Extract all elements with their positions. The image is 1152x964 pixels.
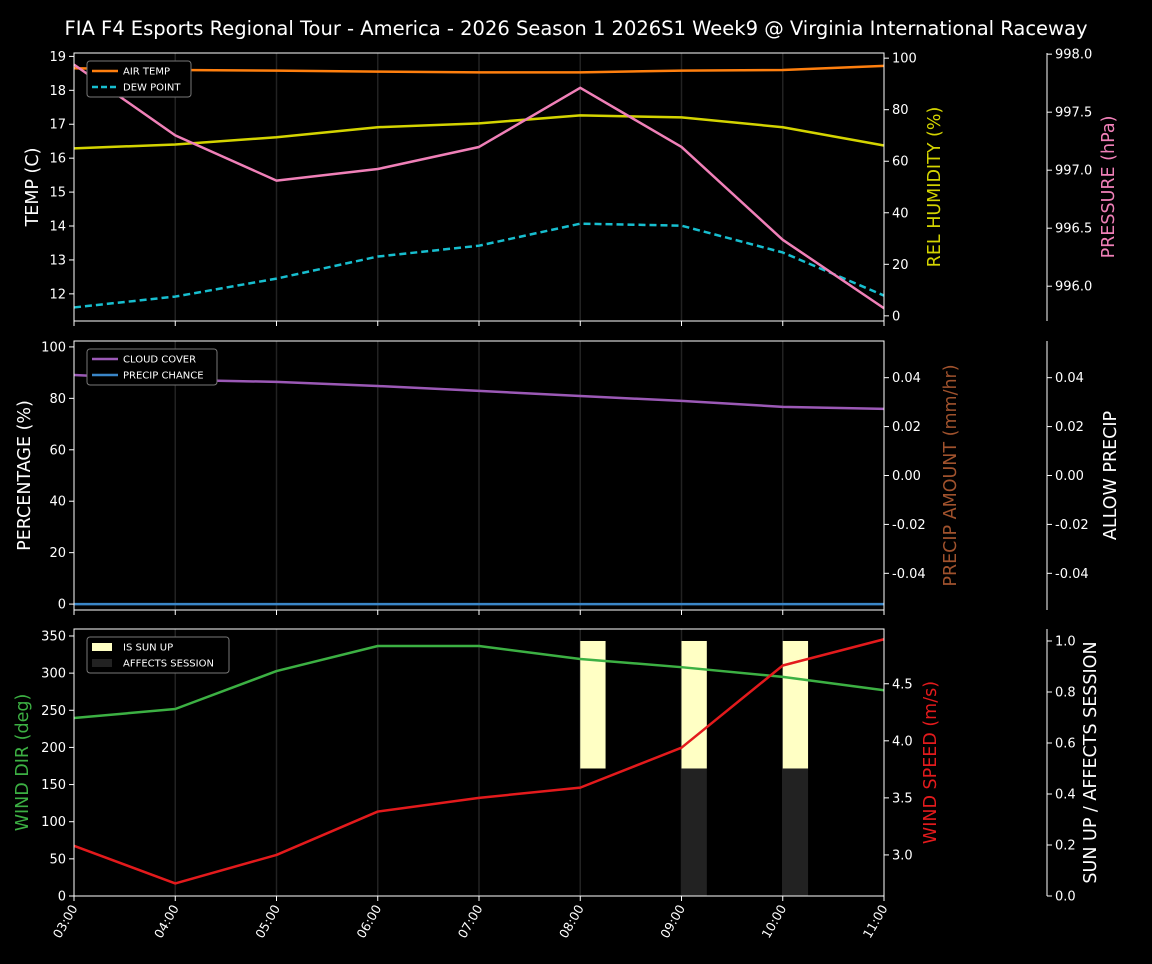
right1-axis-label: PRECIP AMOUNT (mm/hr) — [941, 364, 961, 586]
x-tick-label: 06:00 — [353, 902, 384, 941]
x-tick-label: 11:00 — [860, 902, 891, 941]
legend-box — [86, 348, 218, 386]
left-tick-label: 300 — [41, 667, 66, 682]
series-line-right2 — [73, 63, 885, 310]
left-tick-label: 17 — [49, 118, 66, 133]
right1-tick-label: 4.5 — [892, 677, 913, 692]
left-axis-label: WIND DIR (deg) — [13, 694, 33, 832]
legend-label: DEW POINT — [123, 83, 181, 94]
right1-tick-label: 0 — [892, 309, 900, 324]
right1-tick-label: 0.04 — [892, 371, 921, 386]
right2-axis-label: PRESSURE (hPa) — [1099, 116, 1119, 259]
left-tick-label: 50 — [49, 852, 66, 867]
series-line-air-temp — [73, 64, 885, 74]
legend: AIR TEMP DEW POINT — [86, 60, 192, 98]
legend-label: AFFECTS SESSION — [123, 659, 214, 670]
right1-tick-label: -0.04 — [892, 567, 926, 582]
right2-tick-label: 0.04 — [1055, 371, 1084, 386]
right1-tick-label: 60 — [892, 155, 909, 170]
left-tick-label: 80 — [49, 392, 66, 407]
left-tick-label: 20 — [49, 546, 66, 561]
panel-2: 0 20 40 60 80 100 PERCENTAGE (%) -0.04 -0.02 0.00… — [15, 340, 1121, 615]
x-tick-label: 03:00 — [50, 902, 81, 941]
right1-tick-label: 4.0 — [892, 734, 913, 749]
right2-tick-label: 997.5 — [1055, 106, 1092, 121]
series-line-right1 — [73, 114, 885, 150]
right1-tick-label: 80 — [892, 103, 909, 118]
legend-label: AIR TEMP — [123, 67, 170, 78]
right2-axis-label: ALLOW PRECIP — [1101, 411, 1121, 540]
right1-tick-label: 40 — [892, 206, 909, 221]
left-tick-label: 14 — [49, 220, 66, 235]
right2-tick-label: 0.0 — [1055, 890, 1076, 905]
left-tick-label: 200 — [41, 741, 66, 756]
x-tick-label: 10:00 — [758, 902, 789, 941]
right2-tick-label: 0.02 — [1055, 420, 1084, 435]
left-tick-label: 19 — [49, 50, 66, 65]
legend-label: IS SUN UP — [123, 643, 173, 654]
series-line-dew-point — [73, 222, 885, 309]
left-tick-label: 60 — [49, 443, 66, 458]
left-tick-label: 0 — [58, 598, 66, 613]
left-tick-label: 150 — [41, 778, 66, 793]
left-tick-label: 18 — [49, 84, 66, 99]
right1-tick-label: 0.02 — [892, 420, 921, 435]
series-line-left — [73, 644, 885, 720]
panel-3: 0 50 100 150 200 250 300 350 WIND DIR (deg) 3.0 3.… — [13, 628, 1101, 941]
series-line-right1 — [73, 638, 885, 885]
x-tick-label: 05:00 — [252, 902, 283, 941]
left-tick-label: 13 — [49, 253, 66, 268]
left-tick-label: 350 — [41, 629, 66, 644]
right2-tick-label: 0.6 — [1055, 736, 1076, 751]
panel-1: 12 13 14 15 16 17 18 19 TEMP (C) 0 20 40 60 80 100 REL … — [23, 48, 1119, 326]
right1-tick-label: 3.5 — [892, 791, 913, 806]
x-tick-label: 07:00 — [455, 902, 486, 941]
left-tick-label: 40 — [49, 495, 66, 510]
x-tick-label: 04:00 — [151, 902, 182, 941]
legend-box — [86, 636, 230, 674]
chart-title: FIA F4 Esports Regional Tour - America -… — [64, 17, 1087, 40]
bar-is-sun-up — [681, 640, 707, 769]
right2-tick-label: 0.4 — [1055, 787, 1076, 802]
legend-label: CLOUD COVER — [123, 355, 196, 366]
left-tick-label: 100 — [41, 815, 66, 830]
bar-affects-session — [681, 768, 707, 896]
right2-tick-label: 996.5 — [1055, 222, 1092, 237]
legend: CLOUD COVER PRECIP CHANCE — [86, 348, 218, 386]
right1-axis-label: WIND SPEED (m/s) — [921, 681, 941, 844]
left-tick-label: 100 — [41, 340, 66, 355]
right2-tick-label: 996.0 — [1055, 280, 1092, 295]
right2-axis-label: SUN UP / AFFECTS SESSION — [1081, 641, 1101, 883]
legend-label: PRECIP CHANCE — [123, 371, 204, 382]
left-tick-label: 0 — [58, 890, 66, 905]
right1-tick-label: 0.00 — [892, 469, 921, 484]
right1-tick-label: 3.0 — [892, 848, 913, 863]
left-axis-label: TEMP (C) — [23, 148, 43, 228]
bar-is-sun-up — [580, 640, 606, 769]
legend-swatch — [92, 643, 112, 651]
x-tick-label: 09:00 — [657, 902, 688, 941]
left-tick-label: 12 — [49, 287, 66, 302]
right1-tick-label: 100 — [892, 52, 917, 67]
left-axis-label: PERCENTAGE (%) — [15, 400, 35, 551]
x-tick-label: 08:00 — [556, 902, 587, 941]
right2-tick-label: 998.0 — [1055, 48, 1092, 63]
right1-axis-label: REL HUMIDITY (%) — [925, 107, 945, 268]
right2-tick-label: -0.02 — [1055, 518, 1089, 533]
right2-tick-label: 0.8 — [1055, 685, 1076, 700]
left-tick-label: 15 — [49, 186, 66, 201]
left-tick-label: 16 — [49, 152, 66, 167]
right2-tick-label: 0.2 — [1055, 838, 1076, 853]
right2-tick-label: 997.0 — [1055, 164, 1092, 179]
right1-tick-label: -0.02 — [892, 518, 926, 533]
right1-tick-label: 20 — [892, 258, 909, 273]
right2-tick-label: -0.04 — [1055, 567, 1089, 582]
legend-swatch — [92, 659, 112, 667]
right2-tick-label: 1.0 — [1055, 634, 1076, 649]
bar-affects-session — [782, 768, 809, 896]
left-tick-label: 250 — [41, 704, 66, 719]
right2-tick-label: 0.00 — [1055, 469, 1084, 484]
legend: IS SUN UP AFFECTS SESSION — [86, 636, 230, 674]
